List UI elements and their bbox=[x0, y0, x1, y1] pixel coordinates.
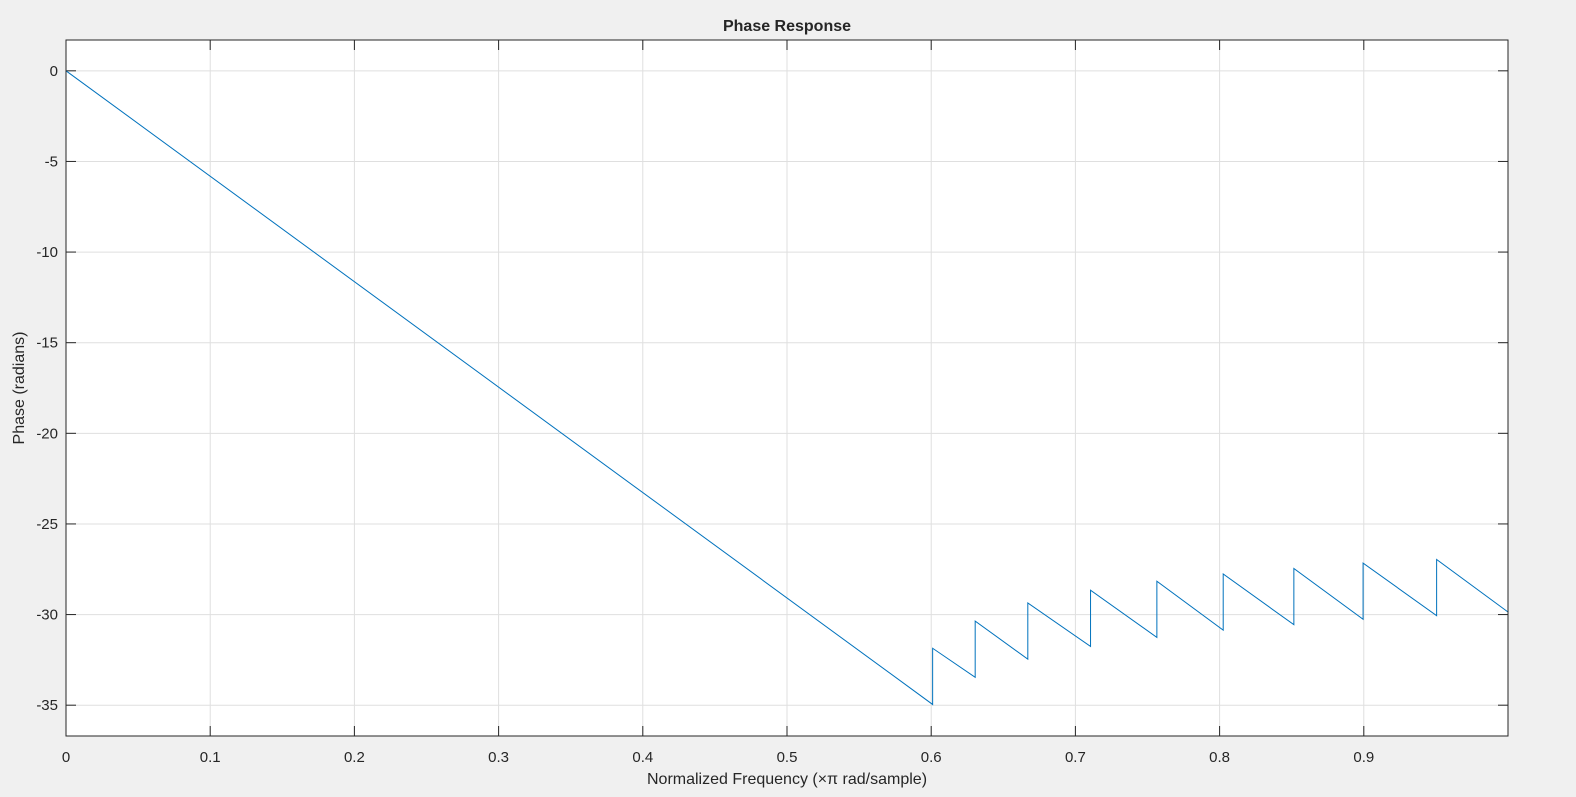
x-tick-labels: 0 0.1 0.2 0.3 0.4 0.5 0.6 0.7 0.8 0.9 bbox=[62, 749, 1374, 766]
y-tick-label: -15 bbox=[36, 335, 58, 352]
phase-series-line bbox=[65, 70, 1509, 706]
chart-title: Phase Response bbox=[723, 18, 851, 35]
y-tick-labels: 0 -5 -10 -15 -20 -25 -30 -35 bbox=[36, 63, 58, 714]
y-tick-label: -20 bbox=[36, 425, 58, 442]
x-tick-label: 0.2 bbox=[344, 749, 365, 766]
y-tick-label: -25 bbox=[36, 516, 58, 533]
y-tick-label: -5 bbox=[45, 153, 58, 170]
x-tick-label: 0.7 bbox=[1065, 749, 1086, 766]
y-tick-label: -30 bbox=[36, 607, 58, 624]
x-axis-label: Normalized Frequency (×π rad/sample) bbox=[647, 771, 927, 788]
x-tick-label: 0.9 bbox=[1353, 749, 1374, 766]
grid-lines bbox=[65, 40, 1508, 736]
y-axis-label: Phase (radians) bbox=[11, 332, 28, 445]
plot-frame bbox=[65, 39, 1509, 737]
x-tick-label: 0.8 bbox=[1209, 749, 1230, 766]
x-tick-label: 0.6 bbox=[921, 749, 942, 766]
x-tick-label: 0 bbox=[62, 749, 70, 766]
x-tick-label: 0.3 bbox=[488, 749, 509, 766]
x-tick-label: 0.1 bbox=[200, 749, 221, 766]
y-tick-label: -35 bbox=[36, 697, 58, 714]
y-tick-label: 0 bbox=[50, 63, 58, 80]
y-tick-label: -10 bbox=[36, 244, 58, 261]
x-tick-label: 0.5 bbox=[777, 749, 798, 766]
x-tick-label: 0.4 bbox=[632, 749, 653, 766]
